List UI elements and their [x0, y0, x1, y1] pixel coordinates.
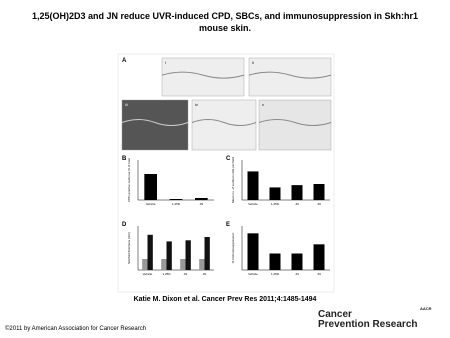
x-tick-label: JN: [295, 272, 299, 276]
x-tick-label: 1,25D: [162, 272, 171, 276]
bar: [313, 184, 325, 200]
y-axis-label: CPD-positive nuclei as % of total: [127, 158, 131, 202]
bar: [161, 259, 167, 270]
x-tick-label: 1,25D: [271, 272, 280, 276]
bar: [147, 234, 153, 270]
panel-label: A: [122, 58, 127, 64]
micrograph-label: i: [165, 60, 166, 65]
x-tick-label: JN: [317, 202, 321, 206]
bar: [144, 174, 157, 200]
tissue: [161, 71, 245, 79]
x-tick-label: JN: [203, 272, 207, 276]
bar: [269, 253, 281, 270]
bar: [142, 259, 148, 270]
copyright: ©2011 by American Association for Cancer…: [5, 326, 147, 332]
bar: [204, 237, 210, 270]
logo-small: AACR: [420, 306, 432, 311]
x-tick-label: Vehicle: [248, 272, 258, 276]
tissue: [248, 71, 332, 79]
micrograph-label: v: [262, 102, 264, 107]
bar: [169, 199, 183, 200]
x-tick-label: Vehicle: [143, 272, 153, 276]
bar: [291, 185, 303, 200]
panel-label: E: [226, 222, 230, 228]
x-tick-label: JN: [184, 272, 188, 276]
bar: [199, 259, 205, 270]
tissue: [121, 119, 189, 126]
micrograph-label: ii: [252, 60, 254, 65]
citation: Katie M. Dixon et al. Cancer Prev Res 20…: [133, 296, 317, 303]
logo-line: Prevention Research: [318, 319, 418, 330]
x-tick-label: 1,25D: [271, 202, 280, 206]
bar: [180, 259, 186, 270]
bar: [247, 233, 259, 270]
x-tick-label: 1,25D: [172, 202, 181, 206]
tissue: [258, 119, 332, 126]
x-tick-label: JN: [199, 202, 203, 206]
bar: [291, 253, 303, 270]
y-axis-label: Skinfold thickness (mm): [127, 232, 131, 264]
y-axis-label: Mean no. of sunburn cells per field: [231, 157, 235, 203]
bar: [166, 241, 172, 270]
journal-logo: AACR Cancer Prevention Research: [318, 306, 432, 330]
bar: [185, 240, 191, 270]
panel-label: C: [226, 156, 231, 162]
y-axis-label: % Immunosuppression: [231, 232, 235, 263]
micrograph: [161, 57, 245, 97]
bar: [313, 244, 325, 270]
panel-label: D: [122, 222, 127, 228]
bar: [269, 187, 281, 200]
x-tick-label: JN: [317, 272, 321, 276]
x-tick-label: Vehicle: [248, 202, 258, 206]
tissue: [191, 119, 257, 126]
x-tick-label: Vehicle: [146, 202, 156, 206]
logo-line: Cancer: [318, 309, 352, 320]
x-tick-label: JN: [295, 202, 299, 206]
slide-title: 1,25(OH)2D3 and JN reduce UVR-induced CP…: [31, 11, 419, 33]
micrograph-label: iv: [195, 102, 198, 107]
bar: [195, 198, 208, 200]
bar: [247, 171, 259, 200]
micrograph-label: iii: [125, 102, 128, 107]
panel-label: B: [122, 156, 127, 162]
micrograph: [248, 57, 332, 97]
